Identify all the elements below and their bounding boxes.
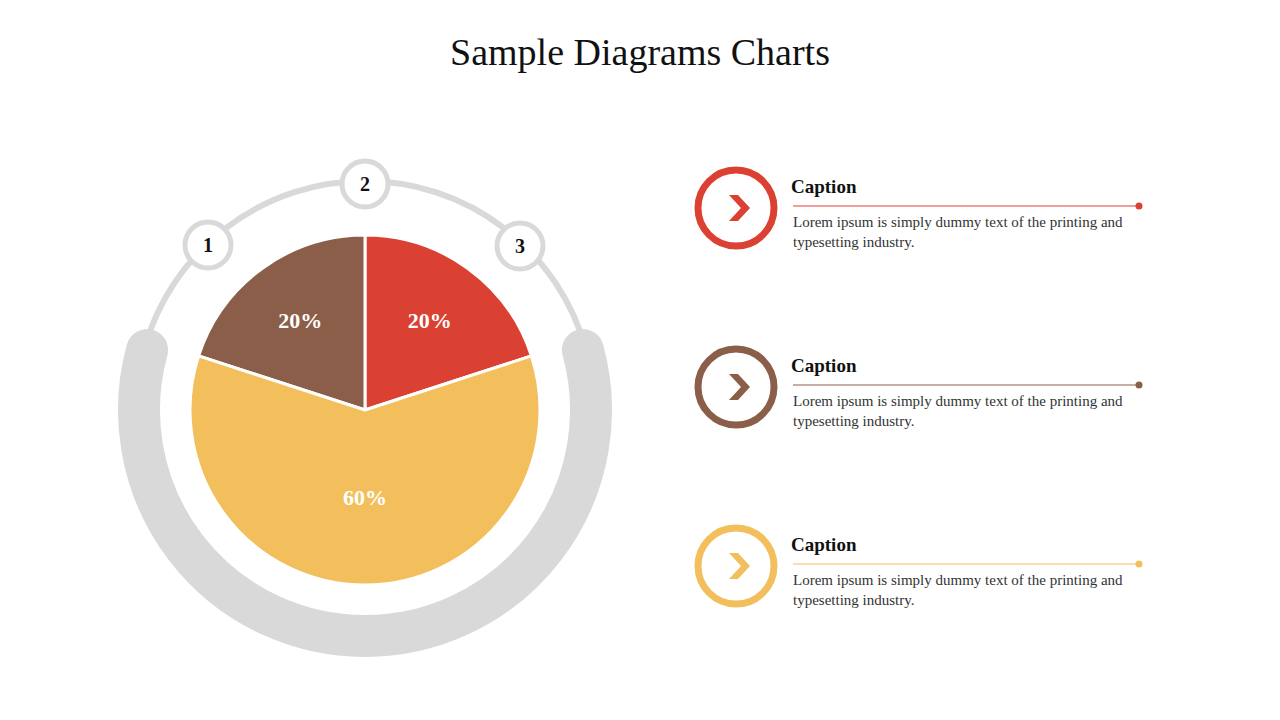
html-text:Caption: Caption: [791, 355, 857, 376]
html-text:Caption: Caption: [791, 534, 857, 555]
svg-text:1: 1: [203, 234, 213, 256]
html-text:Lorem ipsum is simply dummy te: Lorem ipsum is simply dummy text of the …: [793, 393, 1123, 429]
html-text:Lorem ipsum is simply dummy te: Lorem ipsum is simply dummy text of the …: [793, 572, 1123, 608]
html-text:Caption: Caption: [791, 176, 857, 197]
svg-text:20%: 20%: [408, 308, 452, 333]
svg-text:60%: 60%: [343, 485, 387, 510]
svg-text:Sample Diagrams Charts: Sample Diagrams Charts: [450, 31, 830, 73]
html-text:Lorem ipsum is simply dummy te: Lorem ipsum is simply dummy text of the …: [793, 214, 1123, 250]
svg-text:2: 2: [360, 173, 370, 195]
svg-text:3: 3: [515, 235, 525, 257]
svg-text:20%: 20%: [278, 308, 322, 333]
